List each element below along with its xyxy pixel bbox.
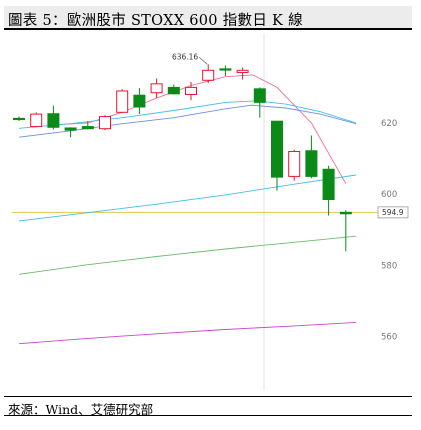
moving-average-line (18, 235, 357, 275)
last-price-label: 594.9 (382, 208, 404, 217)
moving-average-line (18, 100, 357, 129)
figure-title-bar: 圖表 5：歐洲股市 STOXX 600 指數日 K 線 (4, 6, 412, 30)
moving-average-line (18, 104, 357, 138)
moving-average-line (18, 174, 357, 222)
candle-down (167, 86, 180, 95)
chart-labels: 594.9 636.16 (172, 52, 409, 219)
last-price-box (377, 206, 409, 219)
candle-down (47, 113, 60, 128)
y-tick-label: 600 (381, 190, 397, 200)
candle-down (271, 120, 283, 178)
moving-average-lines (18, 74, 357, 345)
candle-down (253, 88, 266, 103)
candle-up (236, 69, 249, 73)
candle-down (133, 94, 146, 108)
candle-up (116, 90, 129, 113)
chart-axes: 560 580 600 620 (12, 34, 397, 390)
candle-up (30, 113, 43, 128)
candle-up (202, 69, 215, 81)
moving-average-line (53, 74, 347, 184)
candle-down (322, 168, 335, 201)
candle-down (305, 150, 318, 177)
y-tick-label: 620 (381, 119, 397, 129)
candles (13, 64, 352, 252)
candle-down (219, 68, 232, 71)
candle-up (185, 86, 197, 96)
candle-down (64, 127, 77, 131)
high-price-pointer (199, 57, 208, 65)
source-note: 來源：Wind、艾德研究部 (8, 402, 154, 417)
moving-average-line (18, 321, 357, 345)
candle-down (81, 126, 94, 130)
candle-down (13, 117, 25, 121)
candle-down (339, 211, 352, 215)
y-tick-label: 560 (381, 333, 397, 343)
candle-up (150, 83, 163, 94)
source-bar: 來源：Wind、艾德研究部 (4, 396, 412, 417)
y-tick-label: 580 (381, 261, 397, 271)
candle-up (99, 116, 111, 130)
candle-up (288, 150, 301, 177)
figure-title: 圖表 5：歐洲股市 STOXX 600 指數日 K 線 (8, 13, 303, 29)
high-price-label: 636.16 (172, 52, 198, 61)
